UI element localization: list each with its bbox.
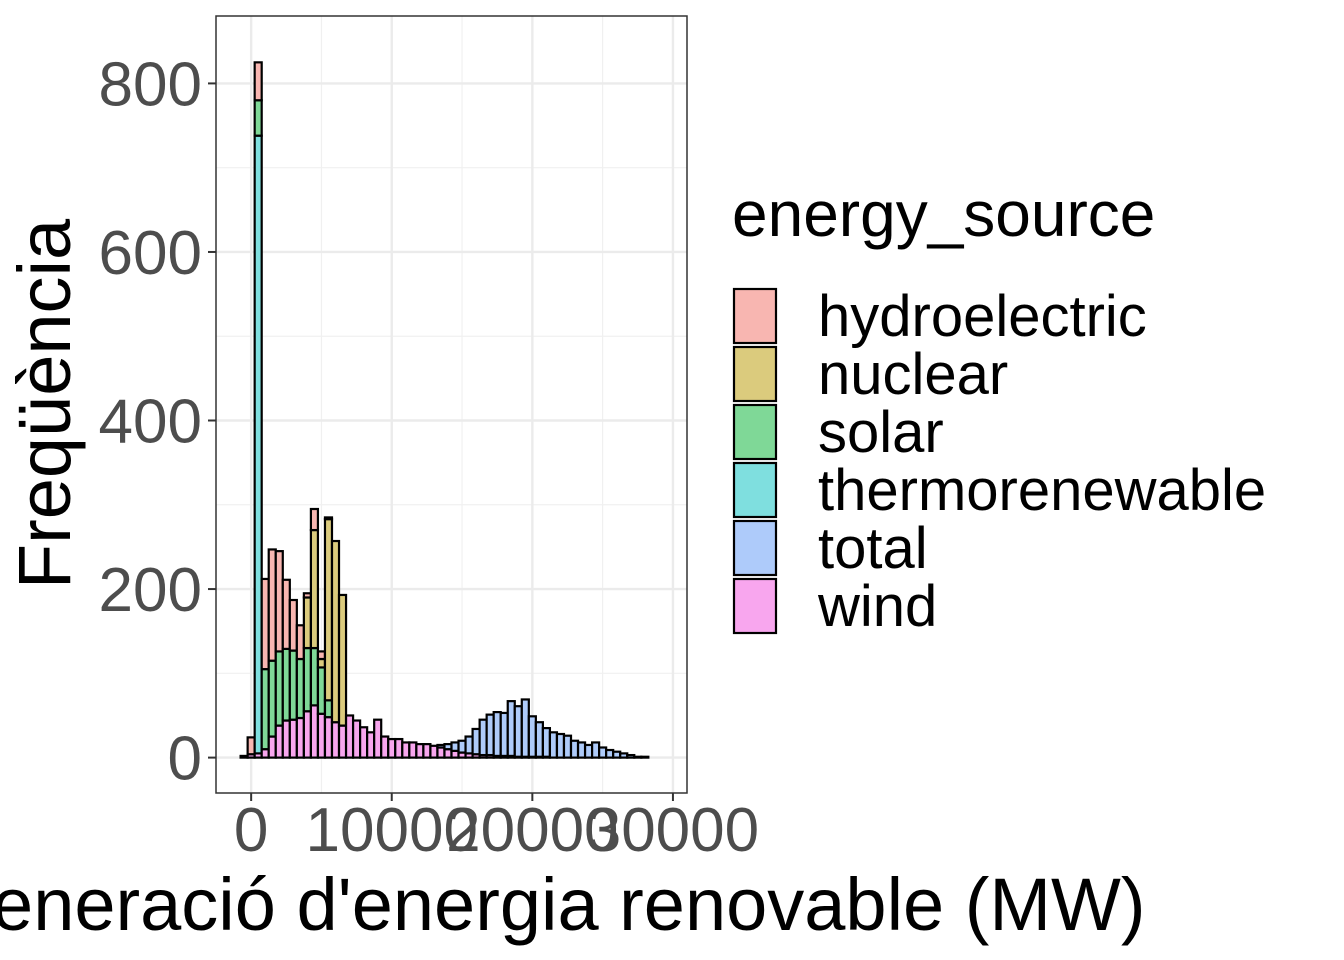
histogram-bar-solar	[253, 99, 263, 137]
legend-label-wind: wind	[817, 574, 937, 639]
legend-label-hydroelectric: hydroelectric	[818, 284, 1147, 349]
y-axis-title: Freqüència	[3, 218, 86, 589]
histogram-bar-hydroelectric	[253, 61, 263, 102]
legend-key-hydroelectric	[732, 287, 778, 345]
y-tick-label: 800	[99, 50, 202, 119]
x-tick-label: 10000	[306, 796, 478, 865]
legend-label-solar: solar	[818, 400, 944, 465]
legend-label-thermorenewable: thermorenewable	[818, 458, 1266, 523]
legend: energy_source hydroelectricnuclearsolart…	[732, 178, 1266, 639]
y-axis-ticks: 0 200 400 600 800	[99, 50, 216, 794]
legend-label-nuclear: nuclear	[818, 342, 1008, 407]
x-tick-label: 30000	[587, 796, 759, 865]
histogram-bar-hydroelectric	[309, 507, 320, 532]
y-tick-label: 600	[99, 219, 202, 288]
x-axis-title: Generació d'energia renovable (MW)	[0, 863, 1146, 946]
legend-key-solar	[732, 403, 778, 461]
legend-key-thermorenewable	[732, 461, 778, 519]
histogram-bars	[239, 61, 650, 759]
legend-label-total: total	[818, 516, 928, 581]
histogram-bar-nuclear	[309, 528, 320, 650]
histogram-bar-total	[640, 755, 650, 759]
legend-key-wind	[732, 577, 778, 635]
histogram-bar-hydroelectric	[323, 516, 334, 521]
legend-title: energy_source	[732, 178, 1155, 250]
histogram-bar-nuclear	[337, 593, 348, 727]
x-tick-label: 20000	[446, 796, 618, 865]
x-tick-label: 0	[234, 796, 268, 865]
plot-panel-border	[215, 15, 688, 794]
y-tick-label: 400	[99, 388, 202, 457]
y-tick-label: 0	[168, 725, 202, 794]
legend-key-total	[732, 519, 778, 577]
y-tick-label: 200	[99, 556, 202, 625]
legend-key-nuclear	[732, 345, 778, 403]
legend-entries: hydroelectricnuclearsolarthermorenewable…	[732, 284, 1266, 639]
